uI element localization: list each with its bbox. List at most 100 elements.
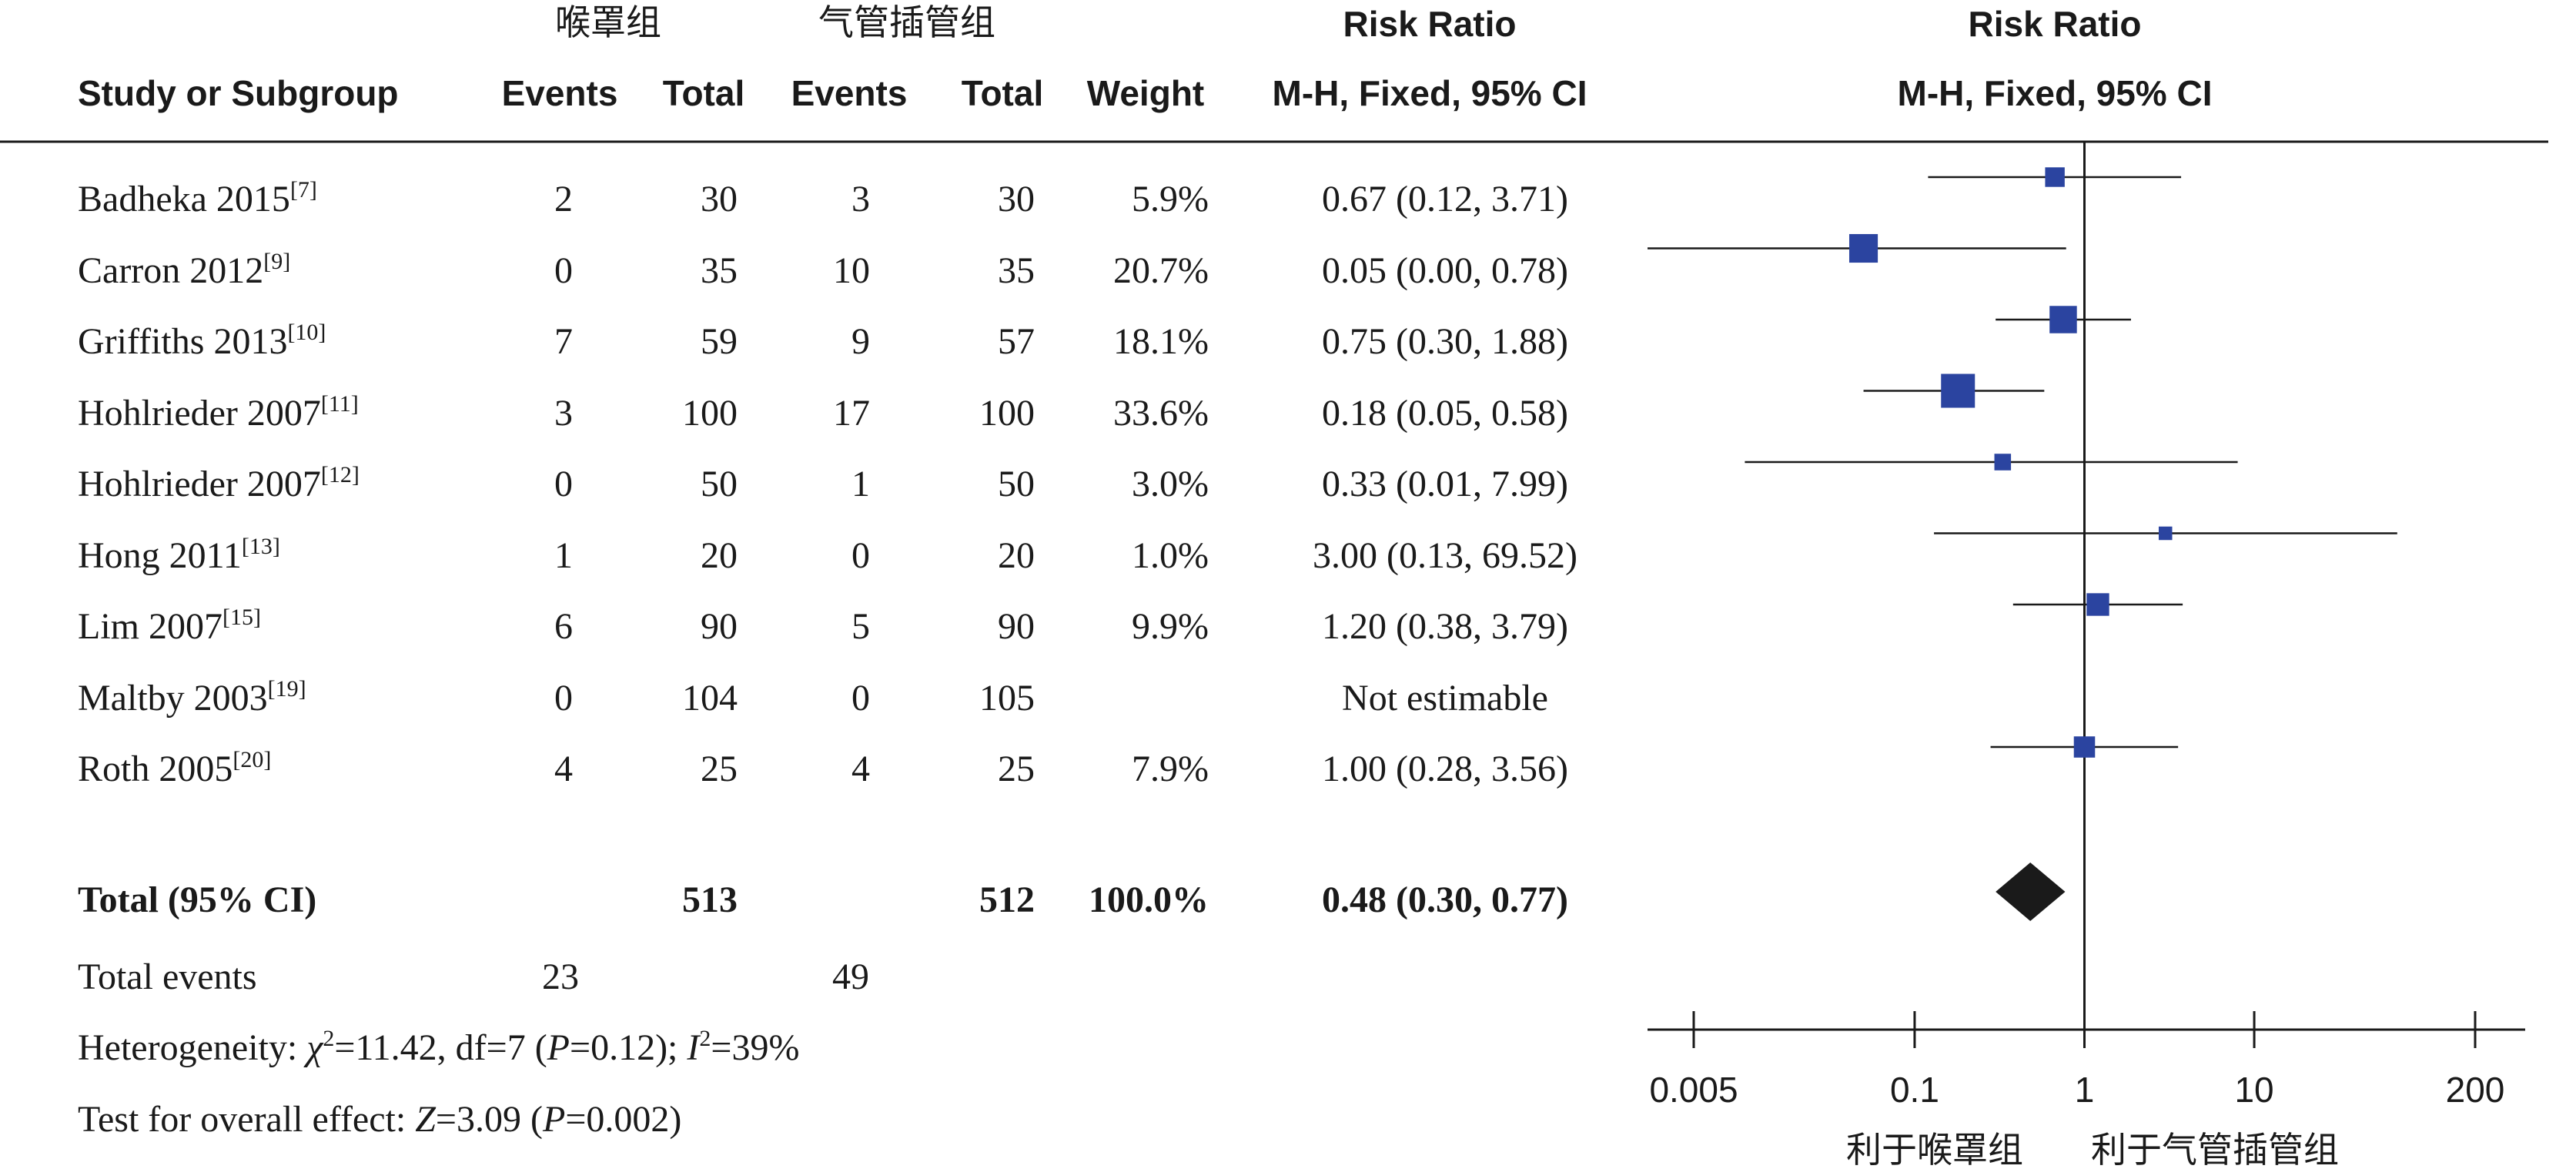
weight-cell: 9.9% [1132, 606, 1209, 647]
total2-cell: 35 [998, 250, 1035, 291]
ci-cell: 0.75 (0.30, 1.88) [1322, 321, 1568, 362]
study-label: Maltby 2003 [78, 677, 268, 718]
study-estimate-square [1994, 454, 2012, 471]
total2-cell: 100 [979, 392, 1035, 434]
total-weight: 100.0% [1089, 879, 1209, 920]
total2-cell: 90 [998, 606, 1035, 647]
study-name: Maltby 2003[19] [78, 677, 306, 718]
reference-superscript: [11] [320, 390, 359, 417]
study-label: Roth 2005 [78, 749, 233, 789]
total1-cell: 25 [701, 749, 738, 789]
weight-cell: 33.6% [1113, 392, 1209, 434]
study-label: Hohlrieder 2007 [78, 392, 321, 434]
weight-cell: 7.9% [1132, 749, 1209, 789]
total1-cell: 35 [701, 250, 738, 291]
reference-superscript: [20] [233, 747, 272, 772]
axis-tick-label: 1 [2074, 1070, 2095, 1110]
total2-value: 512 [979, 879, 1035, 920]
study-name: Hong 2011[13] [78, 534, 280, 574]
study-estimate-square [2158, 526, 2173, 541]
study-name: Roth 2005[20] [78, 749, 271, 789]
events2-cell: 1 [851, 464, 870, 504]
study-name: Hohlrieder 2007[11] [78, 392, 359, 434]
total1-cell: 20 [701, 534, 738, 576]
events2-cell: 5 [851, 606, 870, 647]
plot-title: Risk Ratio [1968, 4, 2142, 44]
total1-cell: 100 [682, 392, 738, 434]
study-name: Lim 2007[15] [78, 605, 261, 647]
events2-cell: 9 [851, 321, 870, 362]
total1-cell: 90 [701, 606, 738, 647]
study-estimate-square [1848, 233, 1878, 263]
reference-superscript: [7] [289, 177, 317, 203]
weight-cell: 1.0% [1132, 534, 1209, 576]
ci-cell: 1.00 (0.28, 3.56) [1322, 749, 1568, 789]
reference-superscript: [12] [320, 462, 360, 487]
group1-header: 喉罩组 [555, 2, 661, 43]
events2-header: Events [791, 73, 908, 113]
reference-superscript: [9] [263, 248, 291, 274]
events1-cell: 0 [554, 677, 573, 718]
weight-cell: 3.0% [1132, 464, 1209, 504]
study-label: Lim 2007 [78, 606, 222, 647]
ci-cell: Not estimable [1342, 677, 1548, 718]
study-estimate-square [2086, 593, 2109, 616]
total-events-label: Total events [78, 956, 257, 997]
total2-cell: 20 [998, 534, 1035, 576]
events1-cell: 3 [554, 392, 573, 434]
rr-column-title: Risk Ratio [1343, 4, 1517, 44]
study-label: Hohlrieder 2007 [78, 464, 321, 504]
total1-cell: 50 [701, 464, 738, 504]
events2-cell: 10 [833, 250, 870, 291]
weight-header: Weight [1086, 73, 1205, 113]
overall-effect-text: Test for overall effect: Z=3.09 (P=0.002… [78, 1099, 682, 1140]
plot-method-header: M-H, Fixed, 95% CI [1897, 73, 2213, 113]
total1-cell: 59 [701, 321, 738, 362]
events1-cell: 6 [554, 606, 573, 647]
study-name: Badheka 2015[7] [78, 179, 317, 218]
total2-cell: 57 [998, 321, 1035, 362]
axis-tick-label: 0.005 [1649, 1070, 1738, 1110]
total2-cell: 25 [998, 749, 1035, 789]
events2-cell: 4 [851, 749, 870, 789]
total2-header: Total [961, 73, 1044, 113]
total1-header: Total [662, 73, 745, 113]
total1-cell: 30 [701, 179, 738, 219]
ci-cell: 3.00 (0.13, 69.52) [1313, 534, 1577, 576]
study-column-header: Study or Subgroup [78, 73, 399, 113]
total1-cell: 104 [682, 677, 738, 718]
reference-superscript: [15] [222, 605, 261, 630]
axis-tick-label: 200 [2445, 1070, 2505, 1110]
heterogeneity-text: Heterogeneity: χ2=11.42, df=7 (P=0.12); … [78, 1026, 800, 1068]
events2-cell: 0 [851, 677, 870, 718]
weight-cell: 20.7% [1113, 250, 1209, 291]
weight-cell: 18.1% [1113, 321, 1209, 362]
group2-header: 气管插管组 [818, 2, 995, 43]
events2-cell: 17 [833, 392, 870, 434]
weight-cell: 5.9% [1132, 179, 1209, 219]
study-estimate-square [2049, 306, 2077, 333]
total-label: Total (95% CI) [78, 879, 317, 920]
study-label: Carron 2012 [78, 250, 264, 291]
total2-cell: 30 [998, 179, 1035, 219]
pooled-diamond [1996, 863, 2066, 921]
events1-cell: 2 [554, 179, 573, 219]
total-events1: 23 [542, 956, 579, 997]
ci-cell: 0.18 (0.05, 0.58) [1322, 392, 1568, 434]
study-label: Griffiths 2013 [78, 321, 288, 362]
total-ci: 0.48 (0.30, 0.77) [1322, 879, 1568, 920]
events1-cell: 1 [554, 534, 573, 576]
study-estimate-square [2045, 167, 2065, 187]
events2-cell: 0 [851, 534, 870, 576]
total2-cell: 105 [979, 677, 1035, 718]
events1-cell: 0 [554, 250, 573, 291]
study-name: Carron 2012[9] [78, 250, 290, 291]
events1-cell: 7 [554, 321, 573, 362]
favours-left-label: 利于喉罩组 [1846, 1129, 2023, 1169]
study-name: Griffiths 2013[10] [78, 321, 326, 362]
ci-cell: 0.67 (0.12, 3.71) [1322, 179, 1568, 219]
events1-header: Events [501, 73, 618, 113]
events1-cell: 0 [554, 464, 573, 504]
